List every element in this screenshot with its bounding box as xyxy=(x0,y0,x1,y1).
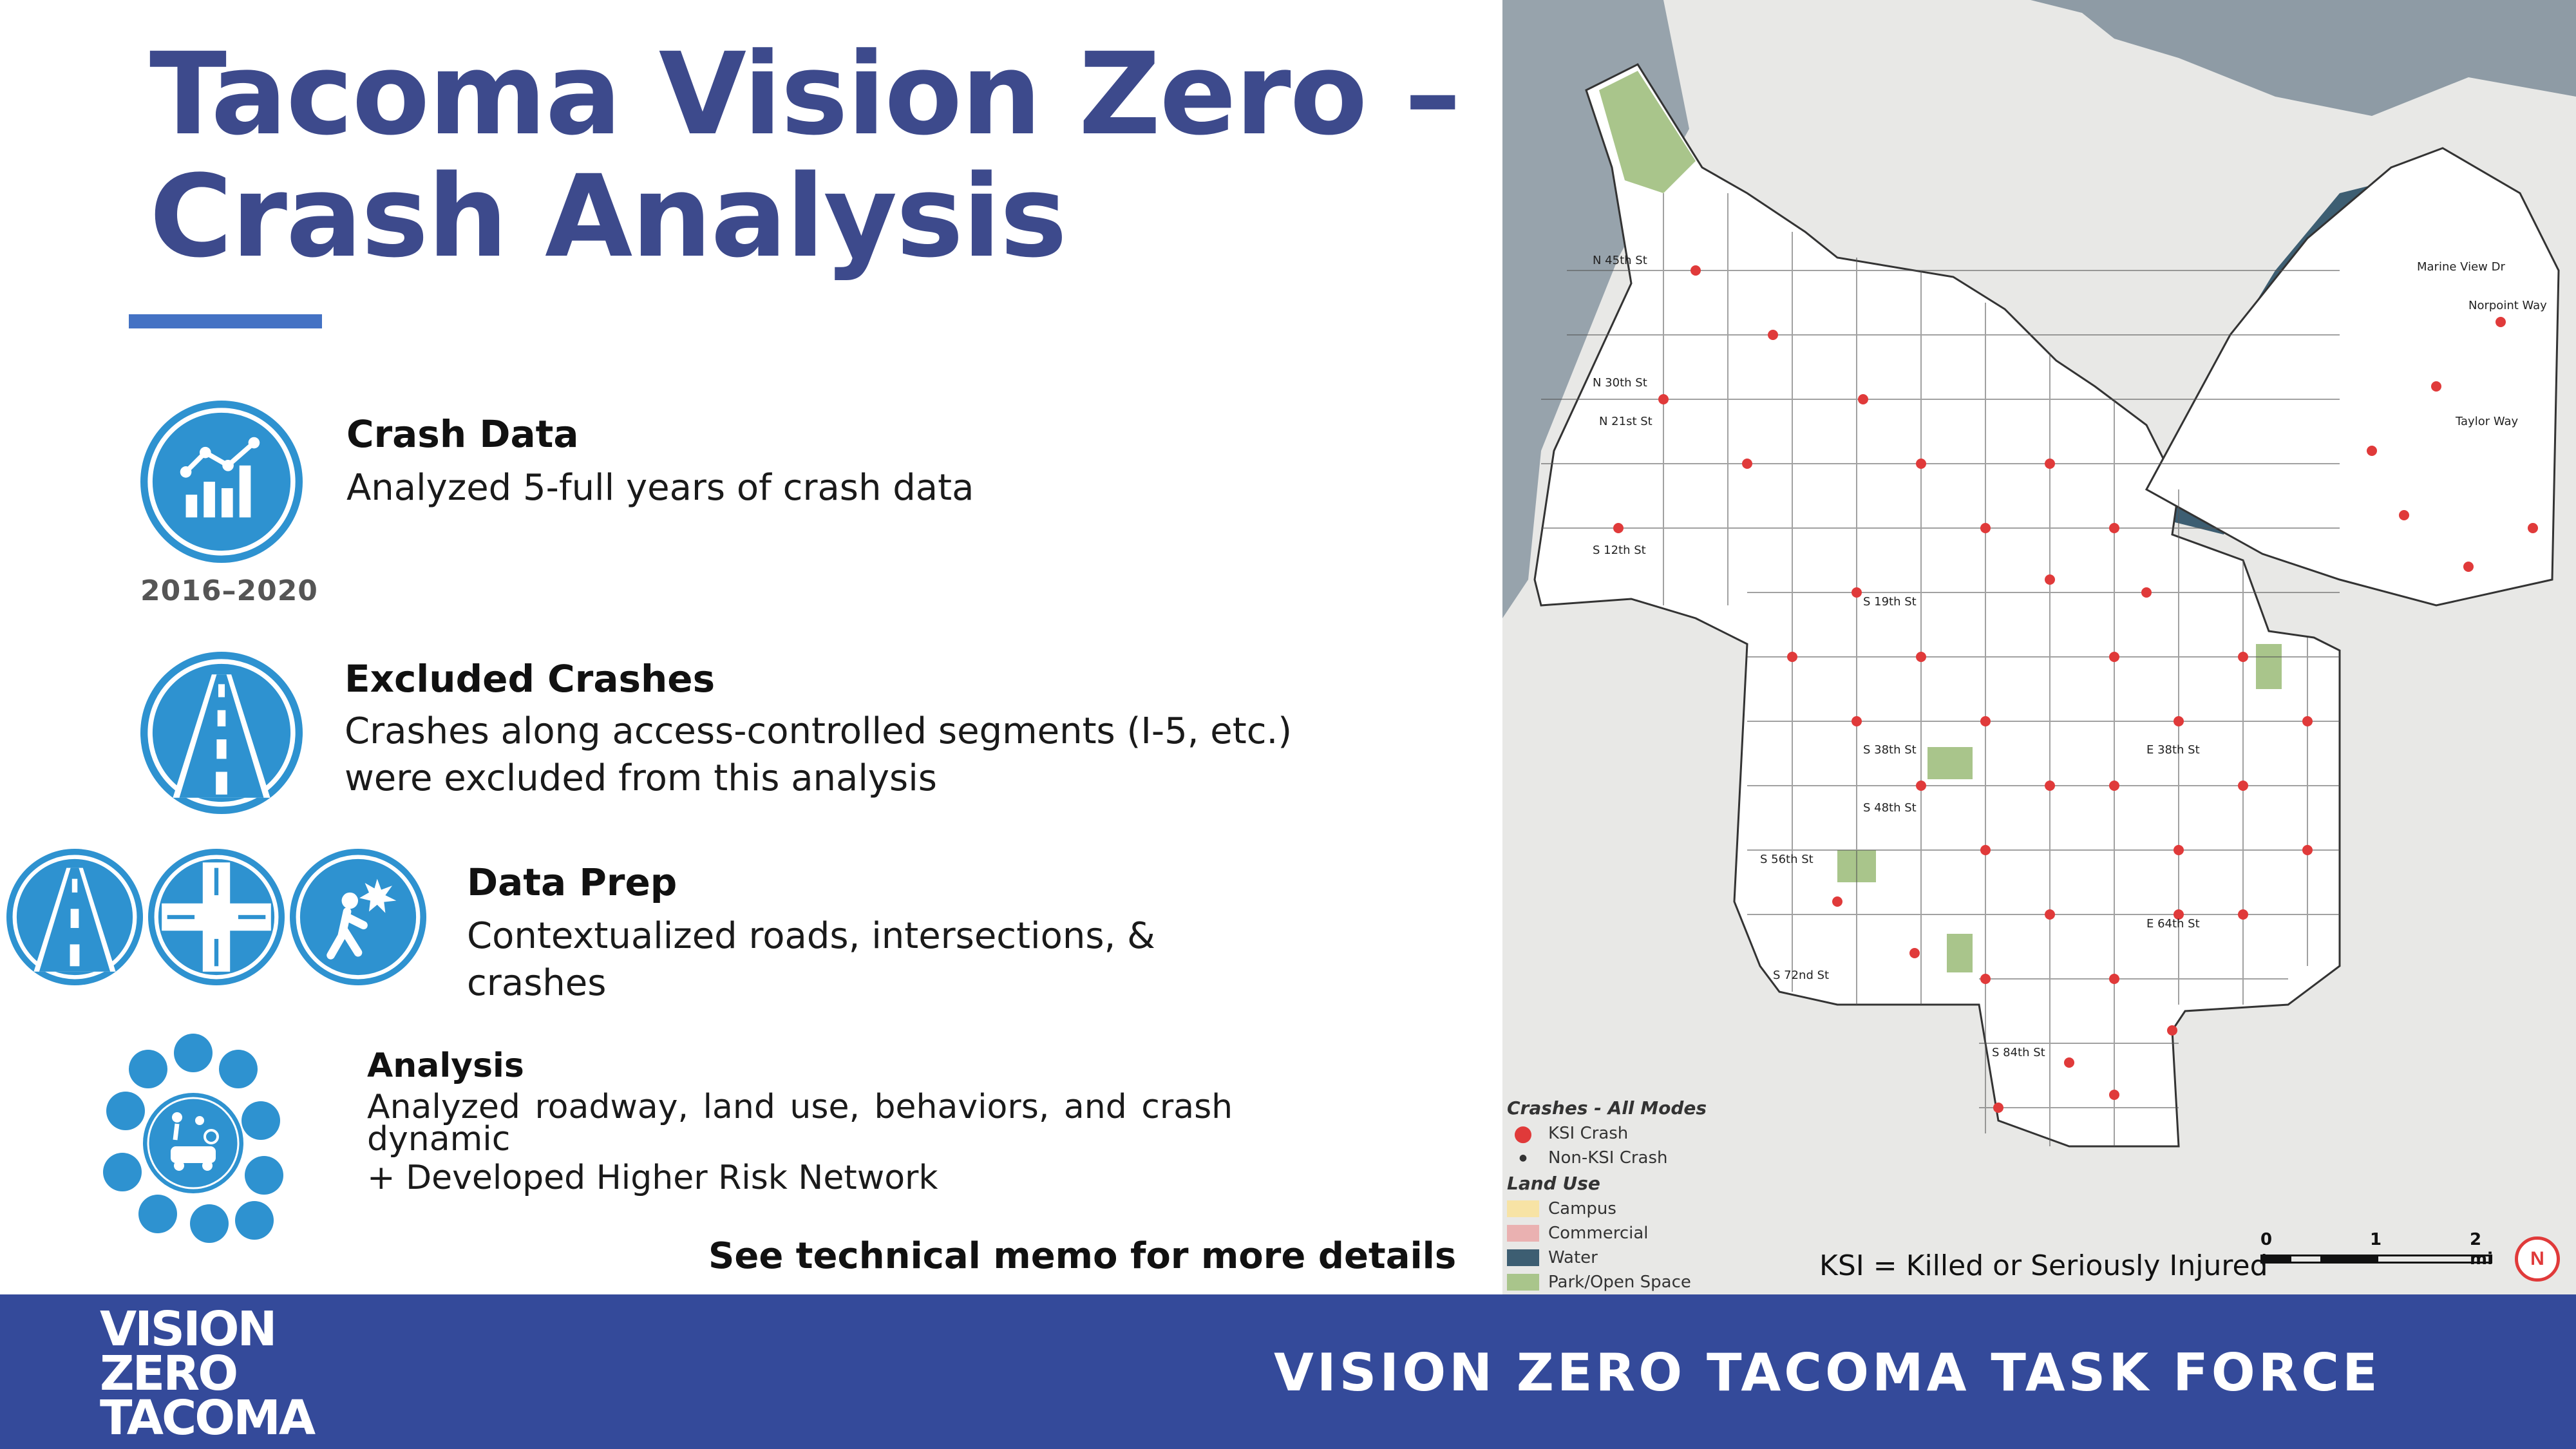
technical-memo-note: See technical memo for more details xyxy=(708,1235,1457,1277)
scale-bar: 0 1 2 mi xyxy=(2260,1230,2499,1282)
years-badge: 2016–2020 xyxy=(140,574,318,607)
street-label: S 12th St xyxy=(1593,544,1646,557)
street-label: S 84th St xyxy=(1992,1046,2045,1059)
street-label: S 72nd St xyxy=(1773,969,1829,982)
ksi-dot-icon: ● xyxy=(1513,1121,1533,1146)
street-label: E 38th St xyxy=(2146,743,2200,757)
vision-zero-logo: VISION ZERO TACOMA xyxy=(100,1302,316,1446)
legend-non-ksi-label: Non-KSI Crash xyxy=(1548,1148,1668,1168)
title-underline xyxy=(129,314,322,328)
logo-line-3: TACOMA xyxy=(100,1390,316,1446)
highway-icon xyxy=(140,652,303,814)
legend-non-ksi: ● Non-KSI Crash xyxy=(1507,1146,1739,1170)
data-prep-heading: Data Prep xyxy=(467,860,677,904)
title-line-2: Crash Analysis xyxy=(149,151,1067,283)
legend-commercial-label: Commercial xyxy=(1548,1224,1649,1243)
street-label: S 19th St xyxy=(1863,595,1917,609)
analysis-line-3: + Developed Higher Risk Network xyxy=(367,1158,938,1197)
legend-campus: Campus xyxy=(1507,1197,1739,1221)
excluded-line-2: were excluded from this analysis xyxy=(345,757,937,799)
street-label: Norpoint Way xyxy=(2468,299,2547,312)
legend-park: Park/Open Space xyxy=(1507,1270,1739,1294)
scale-segment xyxy=(2320,1256,2378,1262)
street-label: S 38th St xyxy=(1863,743,1917,757)
task-force-title: VISION ZERO TACOMA TASK FORCE xyxy=(1274,1343,2381,1403)
street-label: E 64th St xyxy=(2146,917,2200,931)
campus-swatch xyxy=(1507,1200,1539,1217)
analysis-line-1: Analyzed roadway, land use, behaviors, a… xyxy=(367,1088,1233,1126)
legend-campus-label: Campus xyxy=(1548,1199,1616,1218)
crash-data-heading: Crash Data xyxy=(346,412,579,456)
data-prep-text: Contextualized roads, intersections, & c… xyxy=(467,913,1155,1007)
legend-park-label: Park/Open Space xyxy=(1548,1273,1691,1292)
excluded-heading: Excluded Crashes xyxy=(345,657,715,701)
north-arrow-icon: N xyxy=(2515,1236,2560,1282)
street-label: S 56th St xyxy=(1760,853,1814,866)
legend-crashes-title: Crashes - All Modes xyxy=(1507,1097,1707,1119)
park-swatch xyxy=(1507,1274,1539,1291)
intersection-icon xyxy=(148,849,285,985)
footer-bar xyxy=(0,1294,2576,1449)
scale-one: 1 xyxy=(2370,1230,2382,1249)
pedestrian-crash-icon xyxy=(290,849,426,985)
scale-segment xyxy=(2262,1256,2291,1262)
street-label: N 45th St xyxy=(1593,254,1647,267)
street-label: Marine View Dr xyxy=(2417,260,2505,274)
scale-bar-track xyxy=(2260,1255,2492,1264)
ksi-definition: KSI = Killed or Seriously Injured xyxy=(1819,1249,2268,1282)
legend-water-label: Water xyxy=(1548,1248,1598,1267)
analysis-heading: Analysis xyxy=(367,1046,524,1085)
legend-water: Water xyxy=(1507,1245,1739,1270)
street-label: S 48th St xyxy=(1863,801,1917,815)
road-icon xyxy=(6,849,143,985)
data-prep-line-2: crashes xyxy=(467,961,607,1004)
analysis-network-icon xyxy=(103,1030,283,1249)
legend-commercial: Commercial xyxy=(1507,1221,1739,1245)
excluded-line-1: Crashes along access-controlled segments… xyxy=(345,710,1293,752)
scale-two: 2 mi xyxy=(2470,1230,2494,1269)
legend-ksi: ● KSI Crash xyxy=(1507,1121,1739,1146)
crash-map: N 45th St N 30th St N 21st St S 12th St … xyxy=(1502,0,2576,1294)
commercial-swatch xyxy=(1507,1225,1539,1242)
street-label: Taylor Way xyxy=(2455,415,2519,428)
water-swatch xyxy=(1507,1249,1539,1266)
street-label: N 21st St xyxy=(1599,415,1653,428)
excluded-text: Crashes along access-controlled segments… xyxy=(345,708,1292,802)
chart-growth-icon xyxy=(140,401,303,563)
map-graphic: N 45th St N 30th St N 21st St S 12th St … xyxy=(1502,0,2576,1148)
crash-data-text: Analyzed 5-full years of crash data xyxy=(346,467,974,509)
data-prep-line-1: Contextualized roads, intersections, & xyxy=(467,915,1155,957)
analysis-line-2: dynamic xyxy=(367,1119,511,1159)
map-legend: Crashes - All Modes ● KSI Crash ● Non-KS… xyxy=(1507,1095,1739,1294)
analysis-text: Analyzed roadway, land use, behaviors, a… xyxy=(367,1088,1233,1197)
scale-zero: 0 xyxy=(2260,1230,2273,1249)
non-ksi-dot-icon: ● xyxy=(1519,1153,1528,1163)
legend-landuse-title: Land Use xyxy=(1507,1173,1600,1194)
legend-ksi-label: KSI Crash xyxy=(1548,1124,1629,1143)
title-line-1: Tacoma Vision Zero – xyxy=(149,28,1461,160)
page-title: Tacoma Vision Zero – Crash Analysis xyxy=(149,33,1470,278)
logo-line-1: VISION xyxy=(100,1302,277,1357)
street-label: N 30th St xyxy=(1593,376,1647,390)
logo-line-2: ZERO xyxy=(100,1345,238,1401)
